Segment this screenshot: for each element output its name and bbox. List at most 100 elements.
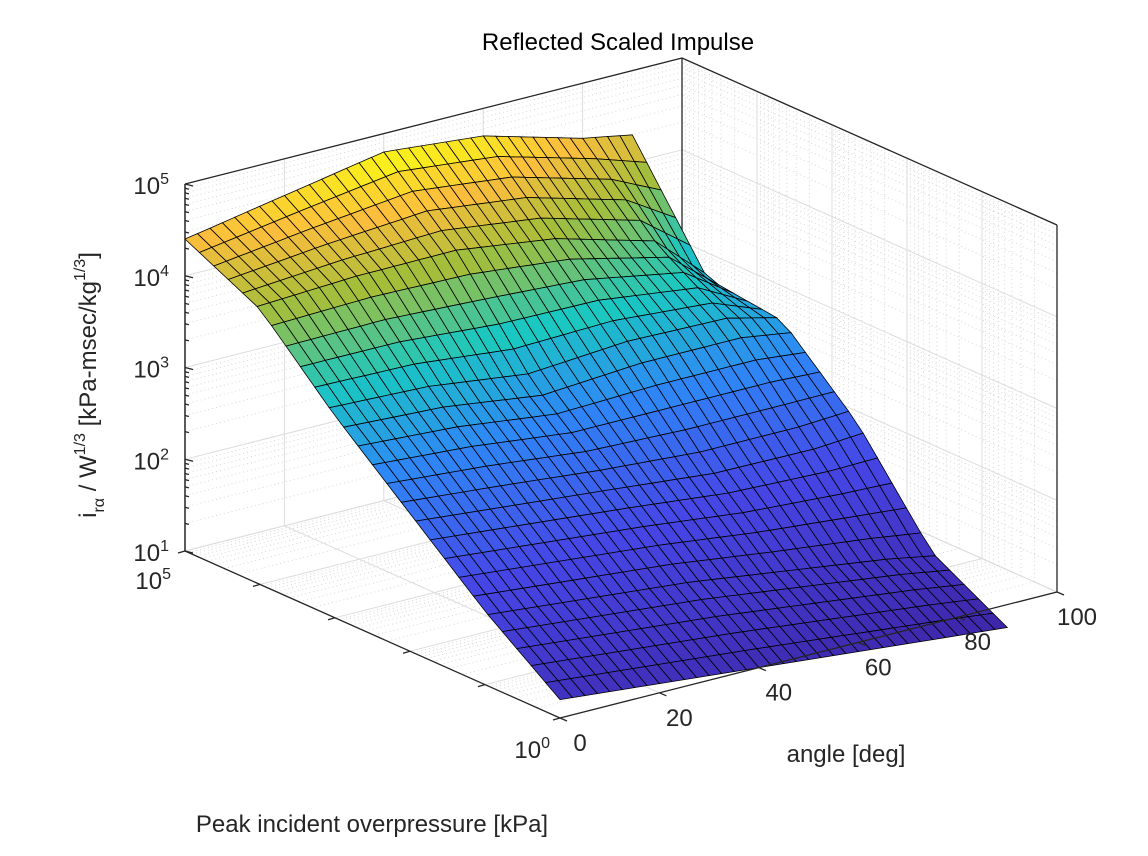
z-tick-label: 102: [133, 446, 169, 475]
z-tick-exp: 5: [160, 171, 169, 188]
z-minor-tick-mark: [184, 387, 190, 390]
side-wall-minor-z: [681, 105, 1058, 274]
y-tick-mark: [252, 583, 261, 588]
side-wall-grid-z: [681, 241, 1058, 409]
z-minor-tick-mark: [184, 506, 190, 509]
side-wall-minor-z: [681, 396, 1058, 565]
y-tick-exp: 5: [162, 566, 171, 583]
z-minor-tick-mark: [184, 472, 190, 476]
z-label-slash-w: / W: [75, 455, 102, 498]
z-minor-tick-mark: [184, 478, 190, 482]
z-minor-tick-mark: [184, 231, 190, 234]
back-wall-minor-z: [184, 77, 683, 205]
z-tick-base: 10: [133, 540, 160, 567]
x-tick-mark: [1056, 591, 1065, 596]
z-tick-base: 10: [133, 448, 160, 475]
x-tick-mark: [758, 667, 767, 672]
z-tick-mark: [184, 366, 194, 371]
z-minor-tick-mark: [184, 295, 190, 298]
z-minor-tick-mark: [184, 247, 190, 250]
z-minor-tick-mark: [184, 462, 190, 466]
z-label-exp1: 1/3: [72, 433, 89, 455]
z-minor-tick-mark: [184, 381, 190, 384]
z-label-unit: [kPa-msec/kg: [75, 281, 102, 433]
z-tick-exp: 2: [160, 446, 169, 463]
side-wall-minor-z: [681, 289, 1058, 457]
z-minor-tick-mark: [184, 311, 190, 314]
z-tick-mark: [184, 550, 194, 554]
z-minor-tick-mark: [184, 323, 190, 326]
z-tick-label: 105: [133, 171, 169, 200]
y-tick-mark: [552, 717, 561, 721]
z-tick-mark: [184, 275, 194, 279]
z-tick-exp: 3: [160, 355, 169, 372]
z-minor-tick-mark: [184, 219, 190, 223]
x-tick-mark: [659, 692, 667, 697]
z-minor-tick-mark: [184, 302, 190, 306]
z-label-exp2: 1/3: [72, 259, 89, 281]
back-wall-minor-z: [184, 61, 683, 189]
side-wall-minor-z: [681, 360, 1058, 529]
z-tick-mark: [184, 458, 194, 462]
side-wall-minor-z: [681, 261, 1058, 430]
side-wall-minor-z: [681, 268, 1058, 437]
z-minor-tick-mark: [184, 279, 190, 282]
x-tick-label: 40: [765, 680, 792, 707]
y-tick-mark: [177, 550, 186, 554]
side-wall-minor-z: [681, 213, 1058, 382]
side-wall-minor-z: [681, 176, 1058, 345]
z-minor-tick-mark: [184, 522, 190, 526]
x-tick-label: 60: [865, 654, 892, 681]
z-minor-tick-mark: [184, 414, 190, 418]
z-minor-tick-mark: [184, 375, 190, 379]
y-tick-mark: [402, 650, 411, 654]
side-wall-minor-z: [681, 163, 1058, 332]
z-minor-tick-mark: [184, 210, 190, 214]
chart-title: Reflected Scaled Impulse: [482, 29, 754, 56]
side-wall-minor-z: [681, 341, 1058, 510]
y-tick-label: 100: [514, 735, 550, 764]
side-wall-minor-z: [681, 369, 1058, 538]
y-tick-label: 105: [135, 566, 171, 595]
side-wall-minor-z: [681, 380, 1058, 549]
x-axis-line: [559, 591, 1058, 719]
z-minor-tick-mark: [184, 495, 190, 498]
side-wall-minor-z: [681, 197, 1058, 366]
side-wall-minor-z: [681, 61, 1058, 230]
z-minor-tick-mark: [184, 371, 190, 374]
x-tick-label: 20: [666, 705, 693, 732]
z-minor-tick-mark: [184, 394, 190, 397]
y-axis-line: [184, 550, 561, 719]
z-label-close: ]: [75, 252, 102, 259]
y-tick-mark: [327, 617, 336, 621]
z-minor-tick-mark: [184, 197, 190, 200]
z-tick-label: 103: [133, 355, 169, 384]
z-minor-tick-mark: [184, 187, 190, 190]
y-tick-base: 10: [514, 737, 541, 764]
x-tick-mark: [957, 616, 965, 621]
side-wall-minor-z: [681, 277, 1058, 446]
side-wall-minor-z: [681, 121, 1058, 290]
side-wall-minor-z: [681, 347, 1058, 515]
z-minor-tick-mark: [184, 467, 190, 470]
z-minor-tick-mark: [184, 203, 190, 207]
side-wall-minor-z: [681, 185, 1058, 354]
x-tick-label: 100: [1057, 604, 1097, 631]
side-wall-minor-z: [681, 85, 1058, 254]
x-tick-label: 80: [964, 629, 991, 656]
side-wall-minor-z: [681, 353, 1058, 522]
side-wall-minor-z: [681, 255, 1058, 424]
z-tick-base: 10: [133, 357, 160, 384]
z-tick-mark: [184, 183, 194, 187]
z-tick-label: 101: [133, 538, 169, 567]
side-wall-minor-z: [681, 336, 1058, 505]
z-minor-tick-mark: [184, 289, 190, 292]
z-tick-exp: 1: [160, 538, 169, 555]
side-wall-minor-z: [681, 249, 1058, 418]
z-minor-tick-mark: [184, 403, 190, 406]
z-tick-base: 10: [133, 173, 160, 200]
z-minor-tick-mark: [184, 486, 190, 489]
side-wall-minor-z: [681, 66, 1058, 235]
back-wall-minor-z: [184, 71, 683, 199]
